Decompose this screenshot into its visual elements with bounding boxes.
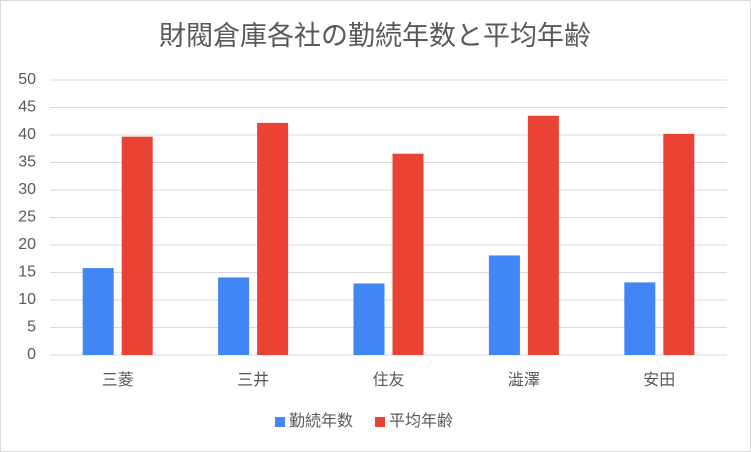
bar (663, 133, 695, 355)
y-tick-label: 50 (18, 71, 36, 88)
bar (392, 153, 424, 355)
x-tick-label: 三菱 (102, 371, 134, 389)
y-tick-label: 5 (27, 319, 36, 336)
bar (257, 122, 289, 356)
legend-label: 勤続年数 (289, 412, 353, 430)
y-tick-label: 45 (18, 99, 36, 116)
y-tick-label: 20 (18, 236, 36, 253)
bar (121, 136, 153, 355)
y-tick-label: 15 (18, 264, 36, 281)
y-tick-label: 35 (18, 154, 36, 171)
legend-swatch (275, 417, 285, 427)
bar (82, 268, 114, 355)
x-tick-label: 住友 (372, 371, 404, 389)
y-tick-label: 40 (18, 126, 36, 143)
y-tick-label: 30 (18, 181, 36, 198)
chart-title: 財閥倉庫各社の勤続年数と平均年齢 (159, 21, 591, 51)
bar (527, 115, 559, 355)
legend-swatch (375, 417, 385, 427)
y-tick-label: 10 (18, 291, 36, 308)
bar (353, 283, 385, 355)
bar (488, 255, 520, 355)
bar (218, 277, 250, 355)
legend-label: 平均年齢 (389, 412, 453, 430)
x-tick-label: 安田 (643, 371, 675, 389)
y-tick-label: 25 (18, 209, 36, 226)
x-tick-label: 澁澤 (508, 371, 540, 389)
y-tick-label: 0 (27, 346, 36, 363)
bar (624, 282, 656, 355)
x-tick-label: 三井 (237, 371, 269, 389)
